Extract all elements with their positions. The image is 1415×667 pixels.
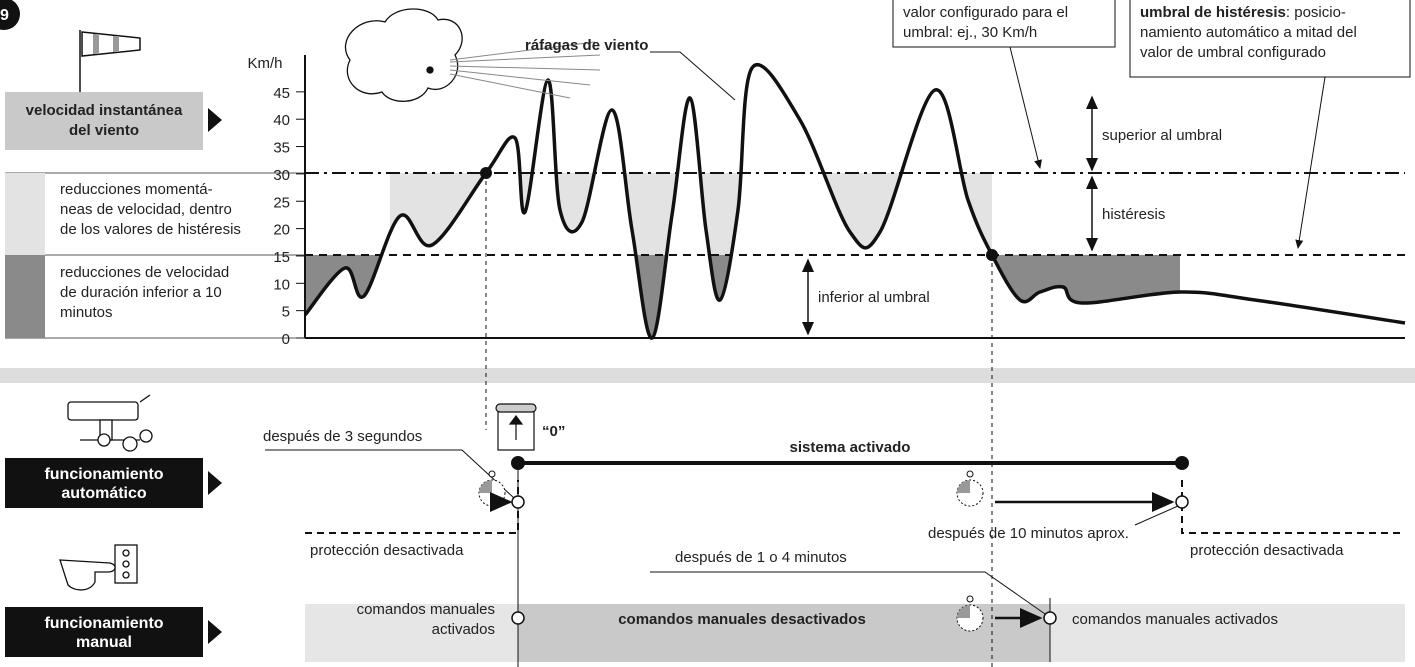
wind-face-icon bbox=[344, 8, 601, 102]
y-tick-label: 15 bbox=[273, 249, 290, 266]
arrow bbox=[208, 108, 222, 132]
legend-swatch bbox=[5, 255, 45, 338]
manual-state: comandos manuales activados bbox=[1072, 611, 1278, 628]
legend-line: de duración inferior a 10 bbox=[60, 284, 222, 301]
point bbox=[511, 456, 525, 470]
stopwatch-fill bbox=[957, 605, 970, 618]
stopwatch-icon bbox=[956, 595, 984, 632]
label-box bbox=[5, 92, 203, 150]
legend-line: neas de velocidad, dentro bbox=[60, 201, 232, 218]
note: protección desactivada bbox=[1190, 542, 1344, 559]
leader bbox=[1134, 505, 1179, 526]
legend-line: de los valores de histéresis bbox=[60, 221, 241, 238]
callout-line: : posicio- bbox=[1286, 4, 1346, 21]
callout-bold: umbral de histéresis bbox=[1140, 4, 1286, 21]
unit: Km/h bbox=[247, 55, 282, 72]
arrow bbox=[208, 620, 222, 644]
y-tick-label: 10 bbox=[273, 276, 290, 293]
figure-badge bbox=[0, 0, 20, 30]
legend-line: minutos bbox=[60, 304, 113, 321]
note: protección desactivada bbox=[310, 542, 464, 559]
label: del viento bbox=[69, 122, 139, 139]
y-tick-label: 35 bbox=[273, 140, 290, 157]
leader bbox=[650, 51, 736, 101]
leader bbox=[1295, 76, 1326, 249]
callout-box bbox=[892, 0, 1116, 48]
leader bbox=[650, 571, 1046, 615]
node bbox=[511, 495, 525, 509]
stopwatch-fill bbox=[957, 480, 970, 493]
stopwatch-knob bbox=[488, 470, 496, 478]
node bbox=[1043, 611, 1057, 625]
y-tick-label: 20 bbox=[273, 222, 290, 239]
label: funcionamiento bbox=[44, 466, 163, 483]
point bbox=[1175, 456, 1189, 470]
note: después de 1 o 4 minutos bbox=[675, 549, 847, 566]
y-tick-label: 40 bbox=[273, 112, 290, 129]
note: después de 3 segundos bbox=[263, 428, 422, 445]
callout: namiento automático a mitad del bbox=[1140, 24, 1357, 41]
legend-text: reducciones momentá- neas de velocidad, … bbox=[60, 181, 241, 321]
windsock-icon bbox=[79, 30, 141, 92]
active-label: sistema activado bbox=[790, 439, 911, 456]
range-label: superior al umbral bbox=[1102, 127, 1222, 144]
callout-box bbox=[1129, 0, 1411, 78]
stopwatch-knob bbox=[966, 595, 974, 603]
legend-line: reducciones de velocidad bbox=[60, 264, 229, 281]
zero-label: “0” bbox=[542, 423, 565, 440]
label: velocidad instantánea bbox=[26, 102, 183, 119]
node bbox=[1175, 495, 1189, 509]
y-tick-label: 30 bbox=[273, 167, 290, 184]
stopwatch-knob bbox=[966, 470, 974, 478]
note: después de 10 minutos aprox. bbox=[928, 525, 1129, 542]
label-box bbox=[5, 458, 203, 508]
node bbox=[511, 611, 525, 625]
leader bbox=[1009, 46, 1042, 169]
manual-state: comandos manuales bbox=[357, 601, 495, 618]
hand-icon bbox=[59, 544, 138, 591]
callout: valor de umbral configurado bbox=[1140, 44, 1326, 61]
stopwatch-icon bbox=[956, 470, 984, 507]
figure-number: 9 bbox=[0, 7, 9, 24]
separator bbox=[0, 368, 1415, 383]
y-tick-label: 0 bbox=[282, 331, 290, 348]
label: manual bbox=[76, 634, 132, 651]
manual-state: comandos manuales desactivados bbox=[618, 611, 866, 628]
callout: umbral: ej., 30 Km/h bbox=[903, 24, 1037, 41]
stopwatch-fill bbox=[479, 480, 492, 493]
label: automático bbox=[61, 485, 147, 502]
legend-line: reducciones momentá- bbox=[60, 181, 213, 198]
y-tick-label: 25 bbox=[273, 194, 290, 211]
y-tick-label: 5 bbox=[282, 304, 290, 321]
label-box bbox=[5, 607, 203, 657]
y-tick-label: 45 bbox=[273, 85, 290, 102]
range-label: inferior al umbral bbox=[818, 289, 930, 306]
arrow bbox=[208, 471, 222, 495]
label: funcionamiento bbox=[44, 615, 163, 632]
gusts-label: ráfagas de viento bbox=[525, 37, 648, 54]
dark-shade bbox=[305, 255, 1180, 338]
legend-swatch bbox=[5, 173, 45, 255]
callout: umbral de histéresis: posicio- bbox=[1140, 4, 1346, 21]
callout: valor configurado para el bbox=[903, 4, 1068, 21]
shutter-icon bbox=[495, 403, 537, 451]
range-label: histéresis bbox=[1102, 206, 1165, 223]
leader bbox=[265, 449, 515, 499]
light-shade bbox=[390, 173, 992, 255]
manual-state: activados bbox=[432, 621, 495, 638]
protection-line bbox=[305, 480, 1405, 534]
wind-curve bbox=[303, 63, 1406, 340]
anemometer-icon bbox=[67, 394, 153, 452]
